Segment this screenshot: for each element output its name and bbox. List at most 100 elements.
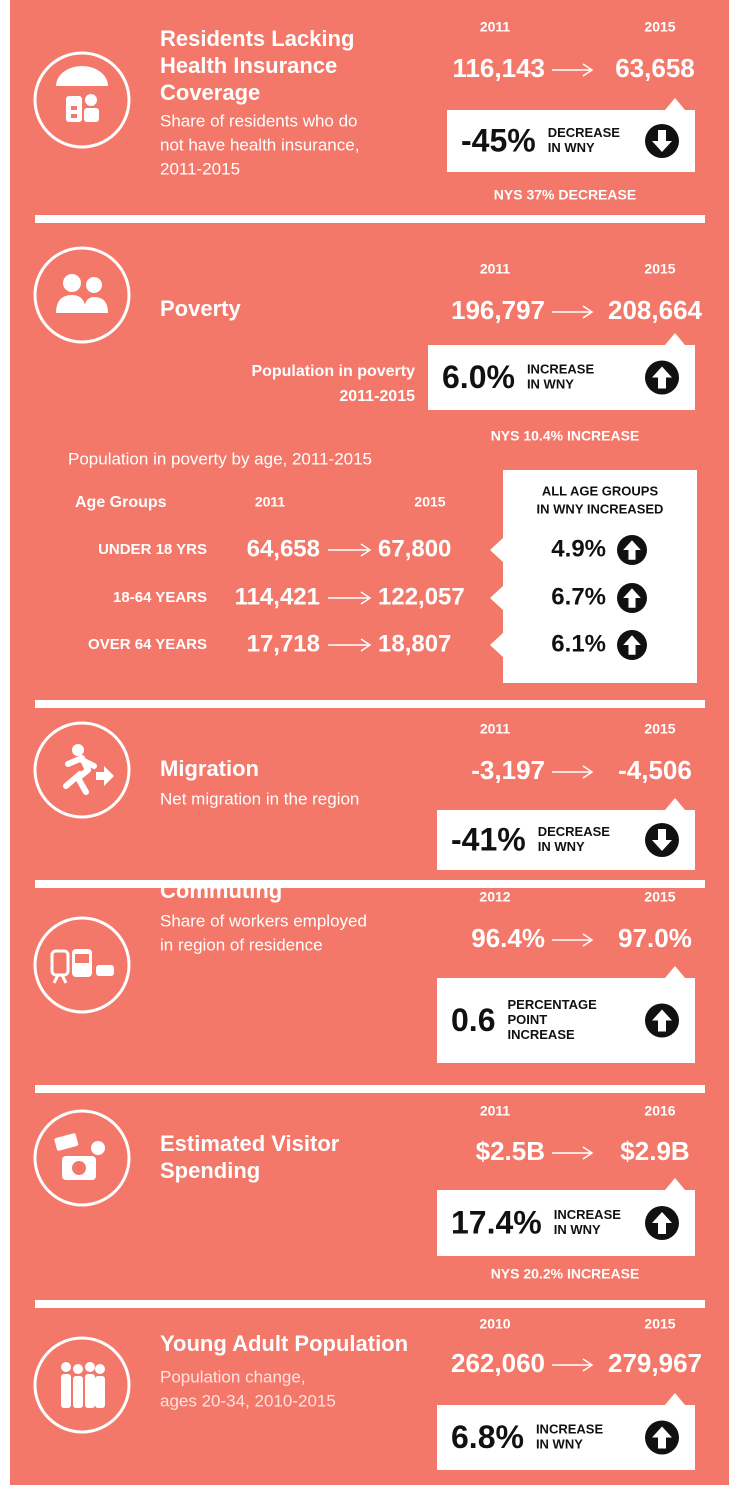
age-value-end: 67,800 [378, 535, 451, 562]
change-value: 0.6 [451, 1002, 495, 1038]
icon-shape [72, 744, 84, 756]
age-change: 4.9% [551, 535, 606, 562]
section-title: Young Adult Population [160, 1331, 408, 1356]
age-box-title: ALL AGE GROUPS [542, 483, 659, 498]
section-title: Coverage [160, 80, 260, 105]
age-value-start: 17,718 [247, 630, 320, 657]
age-box-title: IN WNY INCREASED [537, 501, 664, 516]
age-change: 6.7% [551, 583, 606, 610]
value-end: -4,506 [618, 755, 692, 785]
section-subtitle: Share of workers employed [160, 911, 367, 930]
change-label: IN WNY [548, 140, 595, 155]
value-start: 196,797 [451, 295, 545, 325]
section-title: Migration [160, 756, 259, 781]
change-label: IN WNY [527, 376, 574, 391]
icon-shape [91, 1141, 105, 1155]
age-box [490, 470, 697, 683]
change-label: DECREASE [538, 824, 611, 839]
change-value: 6.0% [442, 359, 515, 395]
change-label: IN WNY [554, 1222, 601, 1237]
icon-shape [73, 1376, 83, 1408]
value-end: 279,967 [608, 1348, 702, 1378]
section-subtitle: in region of residence [160, 935, 323, 954]
icon-shape [50, 949, 70, 977]
section-title: Poverty [160, 296, 241, 321]
arrow-head [360, 638, 372, 652]
year-end: 2015 [644, 261, 675, 277]
arrow-icon [652, 1009, 672, 1032]
section-title: Commuting [160, 878, 282, 903]
year-end: 2016 [644, 1103, 675, 1119]
section-subtitle: Share of residents who do [160, 111, 358, 130]
year-start: 2011 [480, 261, 511, 277]
icon-shape [84, 108, 99, 122]
change-label: INCREASE [507, 1027, 575, 1042]
section-title: Health Insurance [160, 53, 337, 78]
change-box [437, 966, 695, 1063]
age-header: 2015 [414, 494, 445, 510]
arrow-head [582, 63, 594, 77]
icon-shape [61, 1374, 71, 1408]
year-start: 2012 [479, 889, 510, 905]
icon-shape [96, 965, 114, 976]
value-start: $2.5B [476, 1136, 545, 1166]
value-end: 97.0% [618, 923, 692, 953]
arrow-head [582, 933, 594, 947]
change-box [447, 98, 695, 172]
arrow-icon [623, 588, 641, 608]
age-header: Age Groups [75, 494, 167, 511]
change-box [437, 1178, 695, 1256]
value-end: $2.9B [620, 1136, 689, 1166]
icon-circle [33, 916, 131, 1014]
icon-shape [56, 295, 86, 313]
arrow-icon [652, 1426, 672, 1449]
year-end: 2015 [644, 721, 675, 737]
change-value: -45% [461, 122, 536, 158]
arrow-head [582, 1146, 594, 1160]
value-end: 208,664 [608, 295, 703, 325]
change-label: POINT [507, 1012, 547, 1027]
section-caption: Population in poverty [251, 363, 415, 380]
icon-shape [63, 274, 81, 292]
year-end: 2015 [644, 1316, 675, 1332]
icon-shape [86, 277, 102, 293]
icon-circle [33, 1336, 131, 1434]
arrow-icon [652, 366, 672, 389]
change-label: INCREASE [536, 1421, 604, 1436]
year-start: 2011 [480, 721, 511, 737]
section-caption: 2011-2015 [339, 388, 415, 405]
icon-shape [61, 1362, 71, 1372]
comparison-note: NYS 37% DECREASE [494, 187, 636, 203]
section-title: Residents Lacking [160, 26, 354, 51]
value-start: 96.4% [471, 923, 545, 953]
age-header: 2011 [255, 494, 286, 510]
icon-circle [33, 1109, 131, 1207]
arrow-head [582, 1358, 594, 1372]
change-box [428, 333, 695, 410]
icon-shape [95, 1364, 105, 1374]
section-subtitle: ages 20-34, 2010-2015 [160, 1391, 336, 1410]
icon-shape [85, 94, 97, 106]
icon-shape [85, 1374, 95, 1408]
arrow-icon [623, 635, 641, 655]
value-start: -3,197 [471, 755, 545, 785]
age-value-end: 18,807 [378, 630, 451, 657]
age-group: 18-64 YEARS [113, 589, 207, 606]
value-start: 262,060 [451, 1348, 545, 1378]
icon-shape [75, 954, 89, 963]
icon-circle [33, 246, 131, 344]
value-end: 63,658 [615, 53, 695, 83]
icon-shape [85, 1362, 95, 1372]
icon-shape [56, 66, 108, 86]
change-value: -41% [451, 821, 526, 857]
icon [54, 1133, 105, 1180]
year-end: 2015 [644, 889, 675, 905]
icon-shape [54, 1133, 79, 1151]
icon [50, 949, 114, 984]
year-end: 2015 [644, 19, 675, 35]
age-group: UNDER 18 YRS [98, 541, 207, 558]
arrow-head [582, 765, 594, 779]
section-title: Spending [160, 1158, 260, 1183]
change-label: INCREASE [527, 361, 595, 376]
